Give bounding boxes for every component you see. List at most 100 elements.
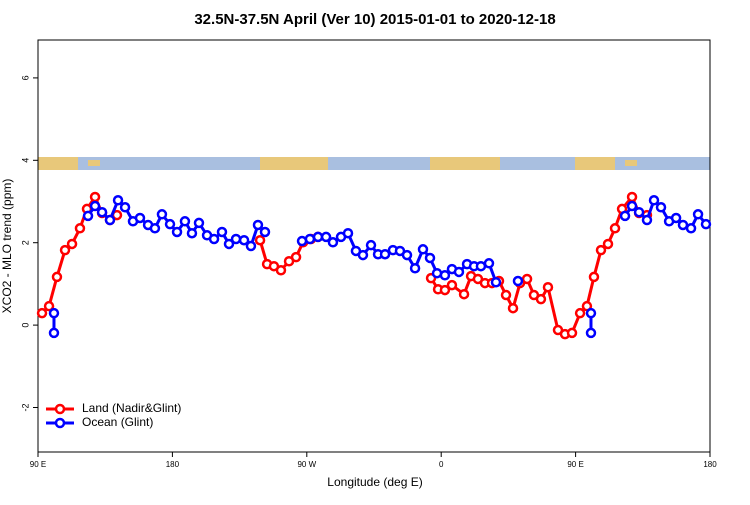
data-point (648, 195, 660, 206)
y-tick-label: 0 (20, 323, 30, 328)
data-point (585, 327, 597, 339)
data-point (585, 307, 597, 319)
x-tick-label: 90 W (297, 460, 316, 469)
data-point (149, 223, 161, 234)
data-point (507, 302, 519, 314)
legend-label: Ocean (Glint) (82, 415, 153, 429)
data-point (677, 219, 689, 231)
data-point (595, 244, 607, 256)
data-point (566, 327, 578, 339)
y-tick-label: -2 (20, 403, 30, 411)
x-tick-label: 0 (439, 460, 444, 469)
data-point (320, 231, 332, 243)
data-point (417, 244, 429, 255)
data-point (112, 195, 124, 206)
data-point (542, 281, 554, 293)
data-point (96, 206, 108, 218)
data-point (89, 191, 101, 203)
data-point (619, 210, 631, 222)
data-point (259, 226, 271, 238)
data-point (655, 202, 667, 213)
x-tick-label: 180 (703, 460, 717, 469)
data-point (290, 251, 302, 263)
data-point (245, 240, 257, 252)
data-point (104, 214, 116, 226)
data-point (521, 273, 533, 285)
data-point (626, 200, 638, 212)
data-point (379, 248, 391, 260)
data-point (633, 206, 645, 218)
data-point (186, 227, 198, 239)
data-point (700, 218, 712, 230)
data-point (74, 223, 86, 234)
y-axis-label: XCO2 - MLO trend (ppm) (0, 179, 14, 314)
data-point (193, 217, 205, 229)
map-band (38, 157, 710, 170)
data-point (48, 327, 60, 339)
data-point (179, 216, 191, 227)
data-point (439, 284, 451, 296)
data-point (483, 258, 495, 269)
data-point (223, 238, 235, 250)
data-point (36, 307, 48, 319)
data-point (512, 275, 524, 287)
data-point (439, 270, 451, 281)
data-point (453, 266, 465, 278)
data-point (51, 271, 63, 283)
plot-frame (37, 39, 711, 453)
y-tick-label: 6 (20, 75, 30, 80)
data-point (535, 293, 547, 305)
data-point (43, 300, 55, 312)
data-point (500, 289, 512, 301)
data-point (409, 262, 421, 274)
chart-title: 32.5N-37.5N April (Ver 10) 2015-01-01 to… (194, 11, 555, 28)
x-tick-label: 90 E (567, 460, 583, 469)
data-point (365, 239, 377, 251)
data-point (475, 260, 487, 272)
data-point (254, 234, 266, 246)
data-point (626, 191, 638, 203)
data-point (89, 200, 101, 212)
data-point (458, 288, 470, 300)
legend-label: Land (Nadir&Glint) (82, 401, 181, 415)
data-point (446, 279, 458, 291)
data-point (171, 226, 183, 238)
data-point (275, 265, 287, 276)
data-point (134, 212, 146, 224)
data-point (670, 212, 682, 224)
data-point (304, 233, 316, 245)
x-axis-label: Longitude (deg E) (327, 475, 422, 489)
data-point (119, 202, 131, 213)
data-point (66, 238, 78, 250)
x-tick-label: 180 (166, 460, 180, 469)
data-point (357, 249, 369, 261)
data-point (401, 249, 413, 261)
data-point (252, 219, 264, 231)
data-point (609, 223, 621, 234)
data-point (156, 209, 168, 220)
series-line (52, 198, 708, 333)
y-tick-label: 4 (20, 158, 30, 163)
data-point (490, 277, 502, 288)
data-point (424, 252, 436, 264)
data-point (574, 307, 586, 319)
data-point (208, 233, 220, 245)
data-point (238, 234, 250, 246)
legend-marker (54, 403, 66, 415)
data-point (164, 218, 176, 230)
y-tick-label: 2 (20, 240, 30, 245)
data-point (82, 210, 94, 222)
data-point (342, 227, 354, 239)
data-point (692, 209, 704, 220)
x-tick-label: 90 E (30, 460, 46, 469)
data-point (312, 231, 324, 243)
data-point (48, 307, 60, 319)
data-point (602, 238, 614, 250)
data-point (230, 233, 242, 245)
data-point (327, 237, 339, 248)
data-point (641, 214, 653, 226)
data-point (216, 226, 228, 238)
data-point (588, 271, 600, 283)
data-point (685, 223, 697, 234)
